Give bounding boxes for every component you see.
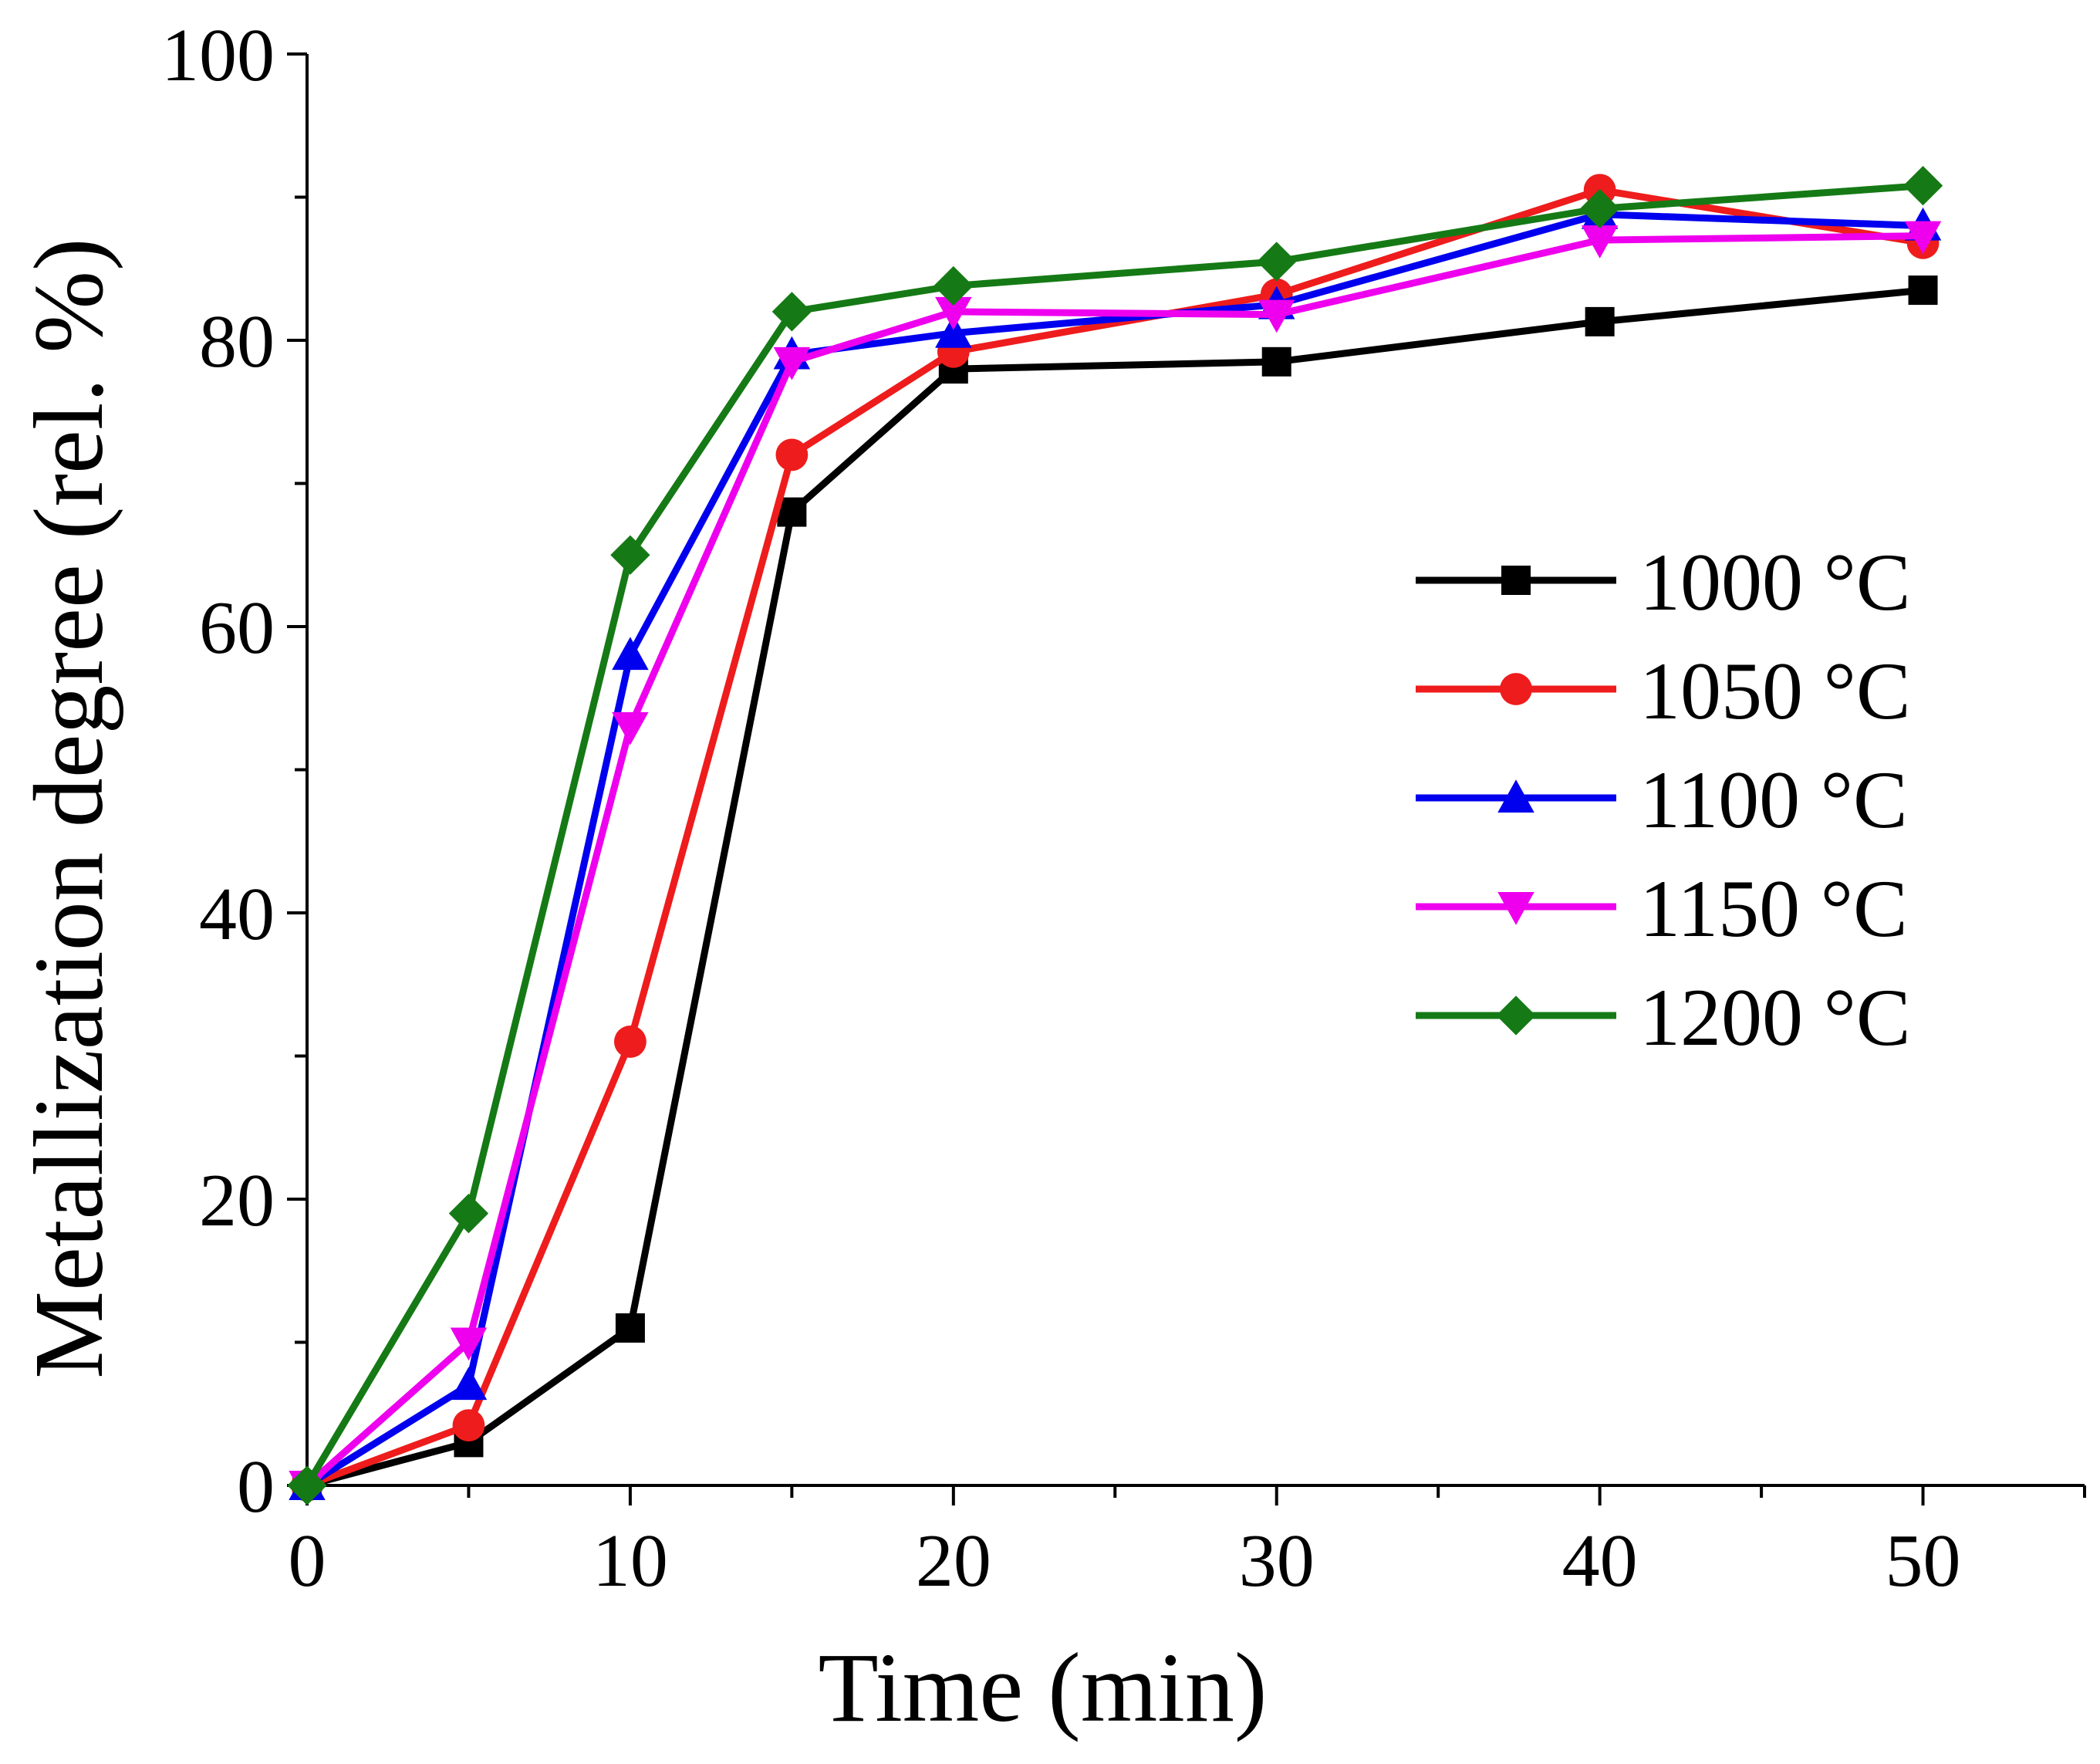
data-point	[452, 1409, 485, 1441]
series-line	[305, 232, 1923, 1489]
series-line	[304, 182, 1923, 1488]
x-tick-label: 50	[1886, 1519, 1961, 1603]
legend-marker	[1497, 892, 1534, 925]
x-tick-label: 20	[916, 1519, 991, 1603]
series-4	[287, 166, 1943, 1505]
data-point	[935, 296, 972, 330]
legend-marker	[1496, 995, 1536, 1036]
legend-label: 1150 °C	[1639, 863, 1908, 954]
legend-marker	[1500, 673, 1532, 705]
legend-item: 1100 °C	[1416, 755, 1908, 845]
legend-item: 1000 °C	[1416, 537, 1911, 627]
data-point	[614, 1026, 647, 1058]
legend-label: 1100 °C	[1639, 755, 1908, 845]
x-axis-title: Time (min)	[819, 1633, 1268, 1742]
data-point	[1258, 299, 1295, 333]
data-point	[615, 1313, 645, 1343]
data-point	[612, 711, 649, 745]
series-line	[306, 286, 1923, 1489]
data-point	[771, 292, 812, 332]
data-point	[1581, 225, 1619, 259]
legend-item: 1150 °C	[1416, 863, 1908, 954]
series-line	[306, 186, 1924, 1489]
y-tick-label: 100	[161, 14, 275, 97]
data-point	[1902, 166, 1943, 206]
series-2	[289, 196, 1942, 1500]
legend-marker	[1501, 566, 1531, 595]
legend-label: 1000 °C	[1639, 537, 1911, 627]
x-tick-label: 10	[593, 1519, 668, 1603]
data-point	[1908, 275, 1938, 306]
axes: 0 10 20 30 40 50 0 20 40 60 80 100	[161, 14, 2086, 1603]
data-point	[1579, 188, 1620, 228]
data-point	[610, 535, 650, 575]
data-point	[450, 1367, 488, 1401]
data-point	[450, 1327, 488, 1361]
data-point	[934, 265, 974, 306]
data-point	[1585, 306, 1615, 336]
legend: 1000 °C 1050 °C 1100 °C 1150 °C 1200 °C	[1416, 537, 1911, 1063]
legend-marker	[1497, 779, 1534, 813]
data-point	[1257, 242, 1297, 282]
x-tick-label: 30	[1239, 1519, 1315, 1603]
series-line	[305, 211, 1923, 1489]
legend-label: 1200 °C	[1639, 972, 1911, 1063]
data-point	[935, 314, 972, 348]
y-tick-label: 80	[199, 300, 275, 384]
legend-label: 1050 °C	[1639, 646, 1911, 736]
data-point	[612, 637, 649, 671]
data-point	[287, 1465, 327, 1505]
series-3	[289, 221, 1942, 1504]
y-tick-label: 20	[199, 1159, 275, 1242]
data-point	[1904, 221, 1942, 255]
series-layer	[287, 166, 1943, 1505]
data-point	[448, 1193, 489, 1234]
data-point	[773, 346, 811, 380]
y-tick-label: 0	[237, 1445, 275, 1529]
y-axis-title: Metallization degree (rel. %)	[14, 238, 123, 1378]
y-tick-label: 60	[199, 586, 275, 670]
legend-item: 1050 °C	[1416, 646, 1911, 736]
x-tick-label: 40	[1562, 1519, 1638, 1603]
series-0	[292, 275, 1938, 1500]
legend-item: 1200 °C	[1416, 972, 1911, 1063]
data-point	[1261, 346, 1291, 377]
x-tick-label: 0	[289, 1519, 326, 1603]
y-tick-label: 40	[199, 873, 275, 956]
data-point	[775, 438, 809, 471]
